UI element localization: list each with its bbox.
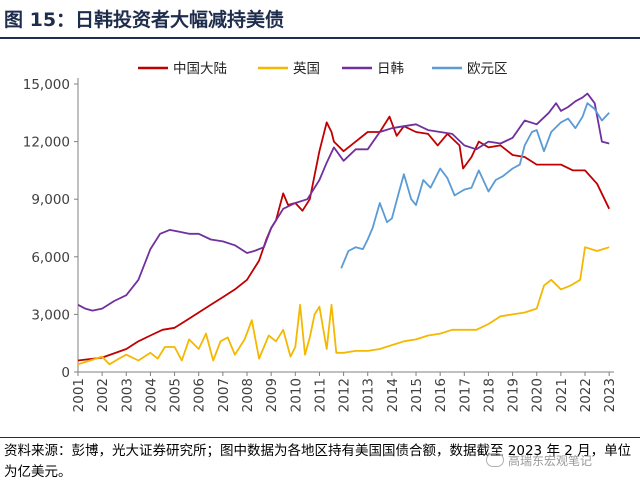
x-tick-label: 2014 — [385, 378, 401, 412]
x-tick-label: 2020 — [530, 378, 546, 412]
x-tick-label: 2023 — [602, 378, 618, 412]
legend-label-3: 日韩 — [377, 61, 404, 77]
series-line-4 — [340, 102, 610, 269]
x-tick-label: 2018 — [481, 378, 497, 412]
x-tick-label: 2007 — [216, 378, 232, 412]
series-line-2 — [77, 246, 610, 366]
title-divider — [0, 37, 640, 39]
x-tick-label: 2004 — [143, 378, 159, 412]
x-tick-label: 2015 — [409, 378, 425, 412]
x-tick-label: 2005 — [168, 378, 184, 412]
x-tick-label: 2009 — [264, 378, 280, 412]
x-tick-label: 2006 — [192, 378, 208, 412]
x-tick-label: 2013 — [361, 378, 377, 412]
series-line-1 — [77, 115, 611, 362]
title-bar: 图 15：日韩投资者大幅减持美债 — [0, 0, 640, 39]
x-tick-label: 2022 — [578, 378, 594, 412]
line-chart: 0 3,000 6,000 9,000 12,000 15,000 2001 2002 2003… — [23, 60, 618, 412]
footer-divider — [0, 437, 640, 438]
source-note: 资料来源：彭博，光大证券研究所；图中数据为各地区持有美国国债合额，数据截至 20… — [4, 443, 632, 480]
x-tick-label: 2010 — [288, 378, 304, 412]
x-tick-label: 2019 — [506, 378, 522, 412]
x-tick-label: 2012 — [337, 378, 353, 412]
watermark-text: 高瑞东宏观笔记 — [508, 454, 593, 468]
y-tick-label: 6,000 — [31, 250, 70, 266]
y-tick-label: 0 — [61, 365, 70, 381]
y-tick-label: 9,000 — [31, 192, 70, 208]
x-tick-label: 2008 — [240, 378, 256, 412]
page-title: 图 15：日韩投资者大幅减持美债 — [4, 9, 285, 31]
y-tick-label: 12,000 — [23, 135, 70, 151]
watermark: 高瑞东宏观笔记 — [486, 452, 592, 469]
x-tick-label: 2001 — [71, 378, 87, 412]
y-tick-label: 3,000 — [31, 307, 70, 323]
legend-label-1: 中国大陆 — [173, 61, 227, 77]
x-tick-label: 2003 — [119, 378, 135, 412]
x-tick-label: 2017 — [457, 378, 473, 412]
x-tick-label: 2002 — [95, 378, 111, 412]
x-tick-label: 2011 — [312, 378, 328, 412]
y-tick-label: 15,000 — [23, 77, 70, 93]
x-tick-label: 2016 — [433, 378, 449, 412]
legend-label-2: 英国 — [293, 60, 320, 77]
legend-label-4: 欧元区 — [467, 61, 508, 77]
series-line-3 — [77, 92, 610, 312]
x-tick-label: 2021 — [554, 378, 570, 412]
wechat-icon — [486, 453, 504, 467]
